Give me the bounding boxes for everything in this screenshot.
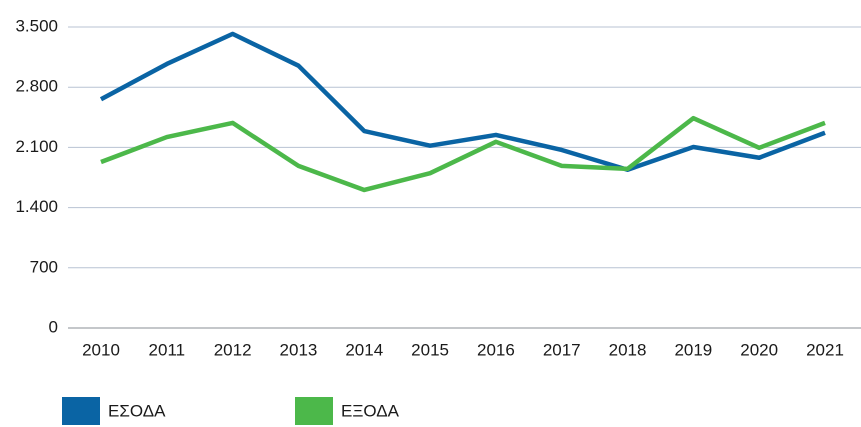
y-tick-label: 2.800 xyxy=(15,77,58,96)
y-tick-label: 700 xyxy=(30,257,58,276)
x-tick-label: 2017 xyxy=(543,340,581,359)
x-tick-label: 2019 xyxy=(674,340,712,359)
x-tick-label: 2011 xyxy=(149,340,186,359)
x-tick-label: 2020 xyxy=(740,340,778,359)
x-tick-label: 2015 xyxy=(411,340,449,359)
y-tick-label: 2.100 xyxy=(15,137,58,156)
legend-swatch xyxy=(62,397,100,425)
x-tick-label: 2021 xyxy=(806,340,844,359)
x-tick-label: 2010 xyxy=(82,340,120,359)
y-tick-label: 1.400 xyxy=(15,197,58,216)
legend-label: ΕΣΟΔΑ xyxy=(108,401,166,420)
legend-label: ΕΞΟΔΑ xyxy=(341,401,400,420)
legend-swatch xyxy=(295,397,333,425)
y-tick-label: 3.500 xyxy=(15,16,58,35)
x-tick-label: 2014 xyxy=(345,340,383,359)
x-tick-label: 2018 xyxy=(609,340,647,359)
y-tick-label: 0 xyxy=(49,317,58,336)
x-tick-label: 2016 xyxy=(477,340,515,359)
series-line xyxy=(99,31,826,173)
x-tick-label: 2013 xyxy=(280,340,318,359)
x-tick-label: 2012 xyxy=(214,340,252,359)
series-line xyxy=(100,115,826,193)
